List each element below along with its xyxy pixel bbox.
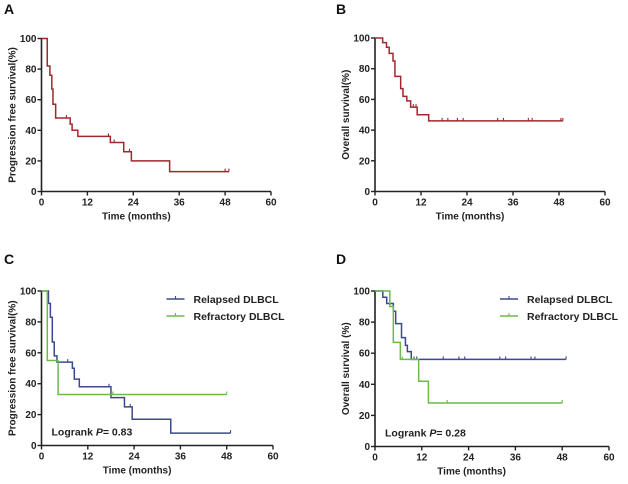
x-tick-label: 24 xyxy=(128,198,140,209)
x-axis-label: Time (months) xyxy=(436,212,505,223)
x-tick-label: 60 xyxy=(603,453,615,464)
y-tick-label: 0 xyxy=(31,441,37,452)
logrank-p: P xyxy=(429,428,437,440)
y-tick-label: 80 xyxy=(359,318,371,329)
panel-label: B xyxy=(336,1,346,17)
x-tick-label: 60 xyxy=(265,198,277,209)
y-tick-label: 40 xyxy=(25,379,37,390)
y-tick-label: 40 xyxy=(359,126,371,137)
y-tick-label: 40 xyxy=(25,126,37,137)
y-tick-label: 0 xyxy=(364,187,370,198)
y-tick-label: 20 xyxy=(25,410,37,421)
x-tick-label: 24 xyxy=(461,198,473,209)
y-axis-label: Progression free survival(%) xyxy=(8,47,19,183)
x-tick-label: 24 xyxy=(129,452,141,463)
y-axis-label: Overall survival(%) xyxy=(341,70,352,160)
y-tick-label: 60 xyxy=(25,348,37,359)
y-tick-label: 20 xyxy=(25,156,37,167)
x-tick-label: 12 xyxy=(416,453,428,464)
y-tick-label: 80 xyxy=(25,317,37,328)
logrank-annotation: Logrank P= 0.28 xyxy=(385,428,466,440)
y-tick-label: 0 xyxy=(364,442,370,453)
y-axis-label: Overall survival (%) xyxy=(341,322,352,415)
x-tick-label: 12 xyxy=(415,198,427,209)
y-tick-label: 100 xyxy=(20,34,37,45)
y-axis-label: Progression free survival(%) xyxy=(8,300,19,436)
panel-A: A 0 12 24 36 48 60 0 20 40 60 80 100 Time (months) Pro… xyxy=(4,1,277,223)
x-tick-label: 36 xyxy=(507,198,519,209)
legend-label: Refractory DLBCL xyxy=(527,311,619,323)
survival-curve xyxy=(375,37,563,122)
legend-label: Relapsed DLBCL xyxy=(194,294,280,306)
x-tick-label: 0 xyxy=(372,453,378,464)
logrank-value: = 0.28 xyxy=(436,428,466,440)
x-tick-label: 60 xyxy=(599,198,611,209)
survival-curve xyxy=(41,290,227,396)
survival-curve xyxy=(375,290,563,404)
legend-label: Refractory DLBCL xyxy=(194,311,286,323)
panel-D: D 0 12 24 36 48 60 0 20 40 60 80 100 Time (months) Ove… xyxy=(336,251,619,478)
x-tick-label: 12 xyxy=(82,198,94,209)
survival-curve xyxy=(41,290,231,434)
logrank-prefix: Logrank xyxy=(52,427,96,439)
x-tick-label: 48 xyxy=(557,453,569,464)
survival-curve xyxy=(41,37,229,173)
logrank-p: P xyxy=(96,427,104,439)
x-tick-label: 48 xyxy=(220,198,232,209)
legend-label: Relapsed DLBCL xyxy=(527,294,613,306)
logrank-value: = 0.83 xyxy=(103,427,133,439)
panel-label: D xyxy=(336,251,346,267)
y-tick-label: 100 xyxy=(353,34,370,45)
y-tick-label: 60 xyxy=(359,349,371,360)
x-tick-label: 60 xyxy=(267,452,279,463)
survival-curve xyxy=(375,290,567,361)
y-tick-label: 0 xyxy=(31,187,37,198)
y-tick-label: 60 xyxy=(359,95,371,106)
x-tick-label: 36 xyxy=(174,198,186,209)
x-axis-label: Time (months) xyxy=(103,466,172,477)
y-tick-label: 80 xyxy=(25,65,37,76)
x-axis-label: Time (months) xyxy=(102,212,171,223)
y-tick-label: 100 xyxy=(20,287,37,298)
y-tick-label: 80 xyxy=(359,64,371,75)
y-tick-label: 100 xyxy=(353,287,370,298)
logrank-annotation: Logrank P= 0.83 xyxy=(52,427,133,439)
x-tick-label: 0 xyxy=(39,198,45,209)
x-tick-label: 48 xyxy=(221,452,233,463)
panel-label: A xyxy=(4,1,14,17)
x-tick-label: 36 xyxy=(510,453,522,464)
x-tick-label: 12 xyxy=(82,452,94,463)
y-tick-label: 20 xyxy=(359,156,371,167)
panel-B: B 0 12 24 36 48 60 0 20 40 60 80 100 Time (months) Ove… xyxy=(336,1,611,223)
panel-label: C xyxy=(4,251,14,267)
x-tick-label: 24 xyxy=(463,453,475,464)
y-tick-label: 40 xyxy=(359,380,371,391)
x-tick-label: 0 xyxy=(372,198,378,209)
logrank-prefix: Logrank xyxy=(385,428,429,440)
x-axis-label: Time (months) xyxy=(437,467,506,478)
y-tick-label: 60 xyxy=(25,95,37,106)
panel-C: C 0 12 24 36 48 60 0 20 40 60 80 100 Time (months) Pro… xyxy=(4,251,285,477)
x-tick-label: 0 xyxy=(39,452,45,463)
y-tick-label: 20 xyxy=(359,411,371,422)
x-tick-label: 48 xyxy=(553,198,565,209)
x-tick-label: 36 xyxy=(175,452,187,463)
